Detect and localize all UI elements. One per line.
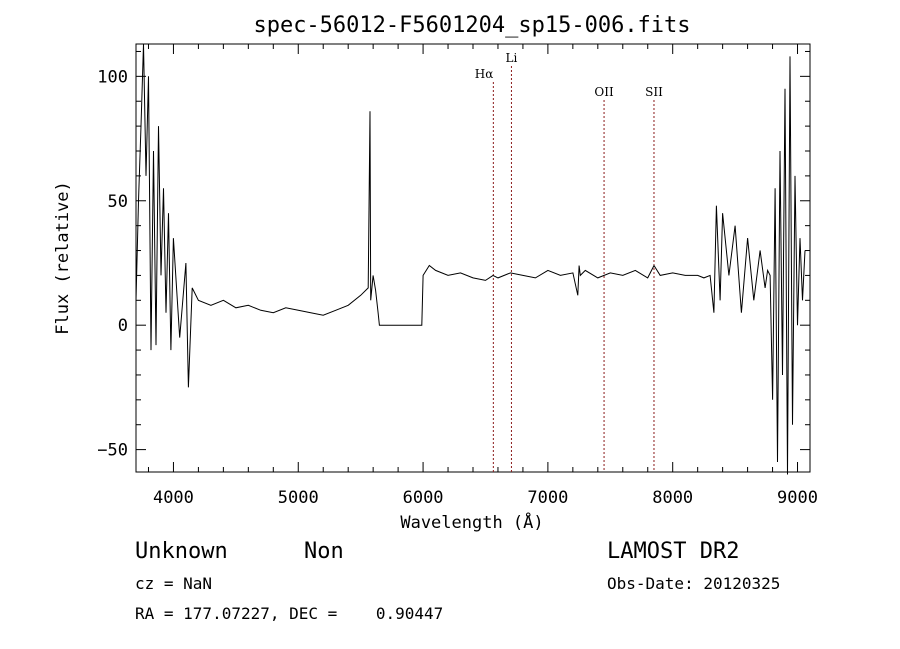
y-axis-label: Flux (relative) (53, 181, 73, 335)
spectrum-line (135, 43, 806, 475)
plot-frame (135, 43, 811, 473)
x-axis-label: Wavelength (Å) (400, 511, 543, 533)
obs-date-readout: Obs-Date: 20120325 (607, 574, 781, 593)
cz-readout: cz = NaN (135, 574, 213, 593)
spectrum-series (135, 43, 806, 475)
y-tick-label: 50 (108, 192, 128, 212)
class-label: Unknown (135, 539, 228, 564)
radec-readout: RA = 177.07227, DEC = 0.90447 (135, 604, 444, 623)
x-tick-label: 9000 (777, 488, 818, 508)
y-tick-label: 0 (118, 316, 128, 336)
x-tick-label: 4000 (153, 488, 194, 508)
spectral-line-markers: Hα Li OII SII (475, 51, 663, 472)
y-axis-ticks: 100 50 0 −50 (97, 50, 810, 461)
y-tick-label: −50 (97, 441, 128, 461)
x-tick-label: 7000 (527, 488, 568, 508)
x-tick-label: 6000 (403, 488, 444, 508)
x-tick-label: 8000 (652, 488, 693, 508)
spectral-line-label: Hα (475, 67, 494, 81)
survey-label: LAMOST DR2 (607, 539, 740, 564)
spectral-line-label: SII (645, 85, 663, 99)
x-axis-ticks: 4000 5000 6000 7000 8000 9000 (147, 44, 818, 508)
spectral-line-label: OII (594, 85, 614, 99)
x-tick-label: 5000 (278, 488, 319, 508)
subclass-label: Non (304, 539, 344, 564)
chart-title: spec-56012-F5601204_sp15-006.fits (253, 13, 690, 38)
y-tick-label: 100 (97, 67, 128, 87)
spectral-line-label: Li (506, 51, 518, 65)
